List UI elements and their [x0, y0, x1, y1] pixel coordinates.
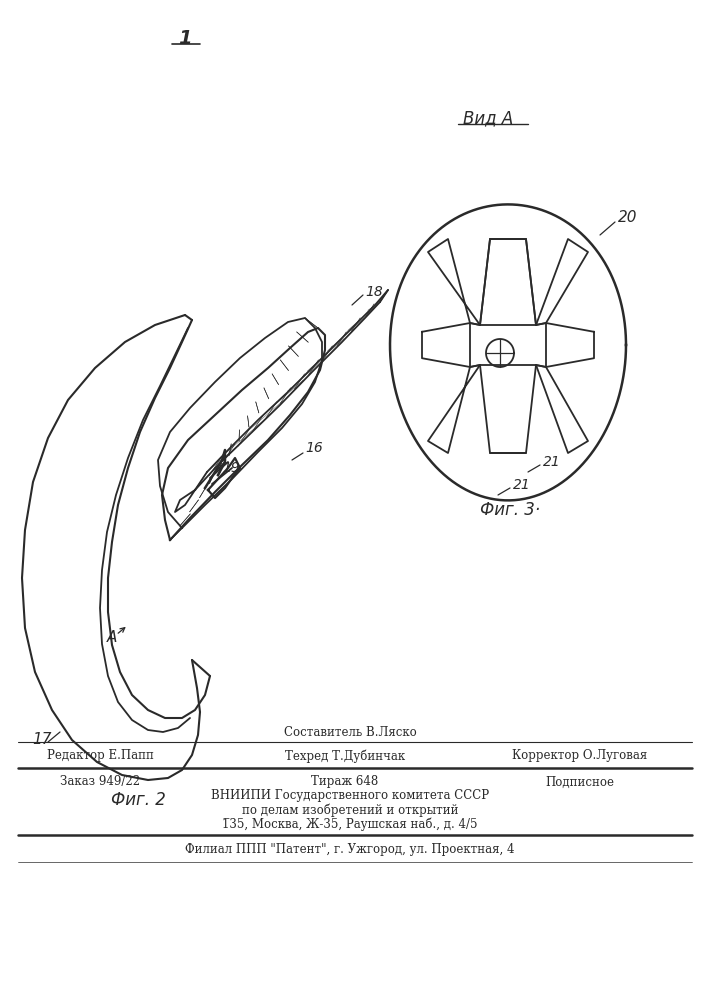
Text: Корректор О.Луговая: Корректор О.Луговая	[513, 750, 648, 762]
Text: Вид A: Вид A	[463, 109, 513, 127]
Text: Составитель В.Ляско: Составитель В.Ляско	[284, 726, 416, 738]
Text: 1: 1	[178, 28, 192, 47]
Text: 19: 19	[222, 461, 240, 475]
Text: 18: 18	[365, 285, 382, 299]
Text: ВНИИПИ Государственного комитета СССР: ВНИИПИ Государственного комитета СССР	[211, 790, 489, 802]
Text: Редактор Е.Папп: Редактор Е.Папп	[47, 750, 153, 762]
Text: по делам изобретений и открытий: по делам изобретений и открытий	[242, 803, 458, 817]
Text: Филиал ППП "Патент", г. Ужгород, ул. Проектная, 4: Филиал ППП "Патент", г. Ужгород, ул. Про…	[185, 844, 515, 856]
Text: Фиг. 3·: Фиг. 3·	[480, 501, 540, 519]
Text: Заказ 949/22: Заказ 949/22	[60, 776, 140, 788]
Text: Техред Т.Дубинчак: Техред Т.Дубинчак	[285, 749, 405, 763]
Text: Фиг. 2: Фиг. 2	[110, 791, 165, 809]
Text: 1̅35, Москва, Ж-35, Раушская наб., д. 4/5: 1̅35, Москва, Ж-35, Раушская наб., д. 4/…	[222, 817, 478, 831]
Text: 17: 17	[32, 732, 52, 748]
Text: 16: 16	[305, 441, 323, 455]
Text: Подписное: Подписное	[546, 776, 614, 788]
Text: Тираж 648: Тираж 648	[311, 776, 379, 788]
Text: 20: 20	[618, 211, 638, 226]
Text: 21: 21	[543, 455, 561, 469]
Text: 21: 21	[513, 478, 531, 492]
Text: A: A	[107, 631, 117, 646]
